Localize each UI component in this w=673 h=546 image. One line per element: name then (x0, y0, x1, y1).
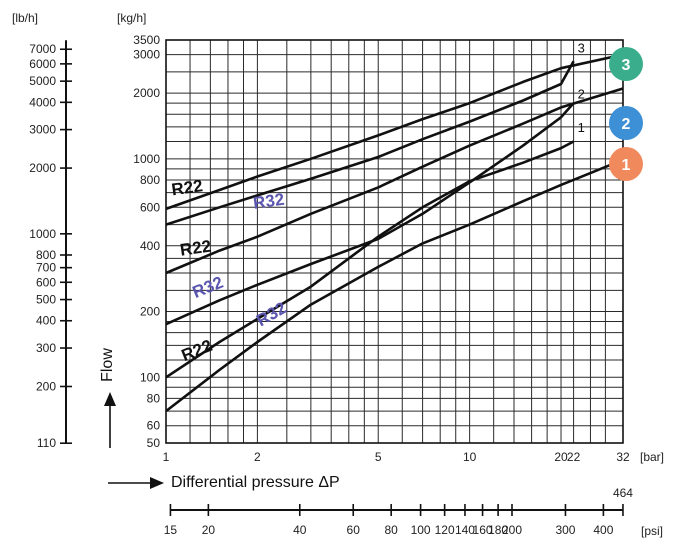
psi-tick-label: 120 (435, 523, 455, 537)
lb-tick-label: 600 (36, 275, 56, 289)
psi-tick-label: 300 (555, 523, 575, 537)
lb-tick-label: 400 (36, 314, 56, 328)
badge-label: 1 (622, 157, 631, 174)
y-axis-title: Flow (99, 348, 116, 382)
badge-circle (609, 147, 643, 181)
badge-3: 3 (609, 47, 643, 81)
lb-tick-label: 300 (36, 341, 56, 355)
refrigerant-label: R22 (170, 176, 204, 199)
series-line-3b (165, 53, 624, 211)
y-tick-label: 2000 (133, 86, 160, 100)
lb-tick-label: 2000 (29, 161, 56, 175)
x-tick-label: 5 (375, 450, 382, 464)
badge-label: 2 (622, 116, 631, 133)
x-tick-label: 20 (554, 450, 568, 464)
y-tick-label: 200 (140, 305, 160, 319)
badge-layer: 3 2 1 (609, 47, 643, 181)
curve-number-label: 3 (578, 41, 585, 56)
x-tick-label: 32 (616, 450, 630, 464)
lb-unit-label: [lb/h] (12, 11, 38, 25)
y-tick-label: 50 (147, 436, 161, 450)
lb-tick-label: 6000 (29, 57, 56, 71)
badge-label: 3 (622, 57, 631, 74)
x-tick-label: 1 (163, 450, 170, 464)
psi-tick-label: 20 (202, 523, 216, 537)
lb-tick-label: 800 (36, 248, 56, 262)
y-tick-label: 800 (140, 173, 160, 187)
axes-layer: [kg/h] [lb/h] [bar] [psi] Flow Different… (12, 11, 664, 538)
x-arrow-icon (108, 477, 164, 489)
series-line-1 (165, 158, 624, 413)
psi-tick-label: 200 (502, 523, 522, 537)
y-tick-label: 80 (147, 391, 161, 405)
y-tick-label: 3000 (133, 48, 160, 62)
y-tick-label: 3500 (133, 33, 160, 47)
psi-unit-label: [psi] (641, 524, 663, 538)
psi-tick-label: 100 (411, 523, 431, 537)
series-line-3 (165, 60, 575, 226)
x-tick-label: 10 (463, 450, 477, 464)
refrigerant-label: R32 (190, 273, 226, 302)
psi-tick-label: 400 (593, 523, 613, 537)
series-line-2 (165, 102, 575, 326)
y-tick-label: 1000 (133, 152, 160, 166)
lb-tick-label: 200 (36, 379, 56, 393)
curve-number-label: 2 (578, 86, 585, 101)
lb-tick-label: 700 (36, 261, 56, 275)
psi-tick-label: 180 (488, 523, 508, 537)
y-tick-label: 60 (147, 419, 161, 433)
curve-number-label: 1 (578, 120, 585, 135)
badge-1: 1 (609, 147, 643, 181)
psi-tick-label: 160 (473, 523, 493, 537)
grid-layer (165, 39, 624, 444)
series-line-1b (165, 140, 575, 379)
y-tick-label: 600 (140, 200, 160, 214)
psi-tick-label: 40 (293, 523, 307, 537)
lb-tick-label: 4000 (29, 95, 56, 109)
series-line-2b (165, 87, 624, 275)
y-tick-label: 100 (140, 370, 160, 384)
lb-tick-label: 500 (36, 293, 56, 307)
x-axis-title: Differential pressure ΔP (171, 474, 340, 491)
x-tick-label: 22 (567, 450, 581, 464)
psi-tick-label: 464 (613, 486, 633, 500)
y-unit-label: [kg/h] (117, 11, 146, 25)
psi-tick-label: 80 (384, 523, 398, 537)
badge-circle (609, 47, 643, 81)
lb-tick-label: 5000 (29, 74, 56, 88)
refrigerant-label: R32 (252, 190, 286, 213)
lb-tick-label: 7000 (29, 42, 56, 56)
y-tick-label: 400 (140, 239, 160, 253)
psi-tick-label: 15 (164, 523, 178, 537)
y-arrow-icon (104, 392, 116, 448)
refrigerant-label: R22 (179, 336, 215, 365)
x-tick-label: 2 (254, 450, 261, 464)
badge-2: 2 (609, 106, 643, 140)
badge-circle (609, 106, 643, 140)
lb-tick-label: 1000 (29, 227, 56, 241)
x-unit-label: [bar] (640, 450, 664, 464)
psi-tick-label: 60 (347, 523, 361, 537)
refrigerant-label: R22 (179, 237, 213, 260)
lb-tick-label: 3000 (29, 123, 56, 137)
plot-frame (165, 39, 624, 444)
lb-tick-label: 110 (37, 436, 56, 450)
psi-tick-label: 140 (455, 523, 475, 537)
